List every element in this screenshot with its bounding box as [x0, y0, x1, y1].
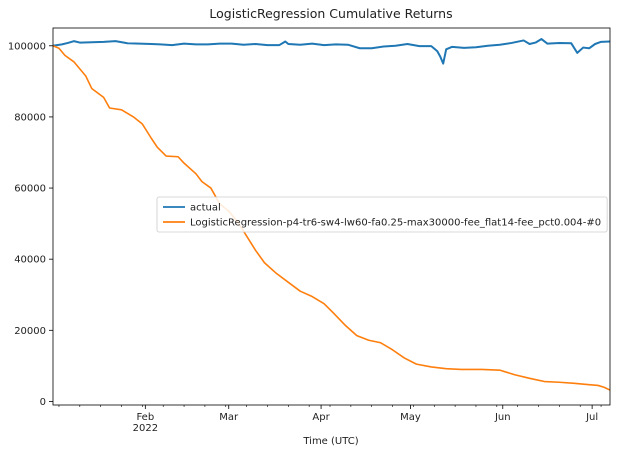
y-tick-label: 60000 [14, 184, 46, 195]
y-axis: 0 20000 40000 60000 80000 100000 [8, 41, 53, 408]
y-tick-label: 80000 [14, 112, 46, 123]
series-layer [52, 38, 611, 391]
x-tick-label: Jul [585, 412, 598, 423]
y-tick-label: 40000 [14, 255, 46, 266]
x-axis-label: Time (UTC) [302, 436, 358, 447]
x-tick-label: Apr [312, 412, 330, 423]
legend-box [156, 196, 608, 233]
legend: actual LogisticRegression-p4-tr6-sw4-lw60… [156, 196, 608, 233]
series-line-model [52, 45, 611, 391]
y-tick-label: 20000 [14, 326, 46, 337]
series-line-actual [52, 38, 611, 65]
x-tick-label: Mar [219, 412, 239, 423]
plot-frame [52, 27, 611, 406]
legend-entries: actual LogisticRegression-p4-tr6-sw4-lw60… [163, 203, 601, 229]
legend-label: LogisticRegression-p4-tr6-sw4-lw60-fa0.2… [190, 218, 601, 229]
chart-title: LogisticRegression Cumulative Returns [209, 6, 452, 21]
y-tick-label: 0 [40, 397, 46, 408]
x-tick-sublabel: 2022 [133, 423, 158, 434]
x-tick-label: Jun [494, 412, 511, 423]
x-tick-label: May [400, 412, 421, 423]
x-tick-label: Feb [136, 412, 154, 423]
y-tick-label: 100000 [8, 41, 46, 52]
legend-label: actual [190, 203, 221, 214]
